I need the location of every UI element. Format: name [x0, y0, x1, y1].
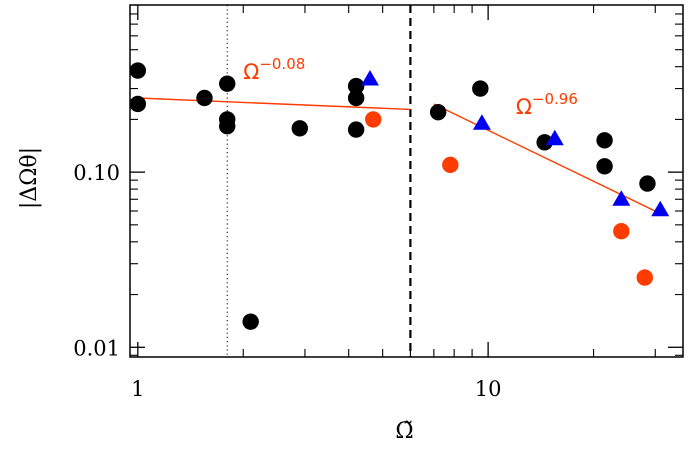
tick-labels: 1 10 0.01 0.10: [73, 161, 501, 401]
blue-triangle-point: [472, 114, 491, 130]
black-circle-point: [347, 77, 365, 95]
power-law-fit-line-2: [433, 103, 661, 215]
black-circle-point: [596, 158, 613, 175]
x-tick-label: 10: [475, 377, 502, 401]
black-circle-point: [129, 95, 147, 113]
blue-triangle-point: [612, 190, 631, 206]
x-axis-label: Ω̃: [395, 419, 413, 444]
power-law-fit-line-1: [137, 97, 411, 111]
black-circle-point: [219, 117, 236, 135]
power-law-label-1: Ω−0.08: [243, 55, 305, 84]
power-law-label-2: Ω−0.96: [516, 90, 578, 119]
blue-triangle-point: [545, 129, 564, 146]
black-circle-point: [129, 62, 147, 79]
y-tick-label: 0.01: [73, 336, 120, 360]
black-circle-point: [536, 134, 553, 151]
blue-triangle-point: [651, 200, 670, 217]
y-tick-label: 0.10: [73, 161, 120, 185]
orange-circle-point: [636, 269, 653, 286]
fit-lines: [137, 97, 661, 215]
orange-circle-point: [613, 222, 630, 240]
data-points: [129, 62, 670, 330]
black-circle-point: [219, 75, 236, 92]
black-circle-point: [429, 103, 447, 121]
black-circle-point: [596, 132, 613, 149]
black-circle-point: [639, 175, 656, 192]
black-circle-point: [242, 313, 259, 330]
reference-lines: [226, 5, 412, 357]
x-tick-label: 1: [131, 377, 144, 401]
black-circle-point: [472, 80, 489, 97]
black-circle-point: [347, 89, 365, 107]
blue-triangle-point: [360, 70, 379, 86]
orange-circle-point: [365, 111, 382, 128]
plot-frame: [129, 4, 684, 358]
annotations: Ω−0.08 Ω−0.96: [243, 55, 578, 119]
orange-circle-point: [442, 156, 459, 174]
black-circle-point: [196, 89, 213, 107]
axis-ticks: [130, 5, 683, 357]
black-circle-point: [291, 120, 308, 137]
y-axis-label: |ΔΩθ|: [17, 147, 42, 209]
black-circle-point: [347, 121, 365, 138]
